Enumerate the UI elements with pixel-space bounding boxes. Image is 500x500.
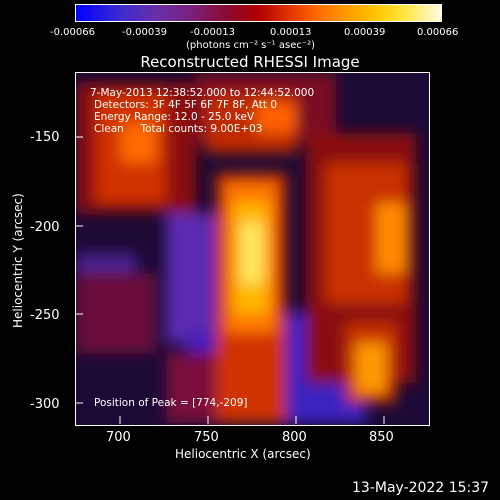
colorbar-tick-4: 0.00013 <box>270 27 312 38</box>
rhessi-image <box>75 72 430 426</box>
footer-timestamp: 13-May-2022 15:37 <box>352 480 490 496</box>
colorbar <box>75 4 442 22</box>
colorbar-tick-2: -0.00039 <box>122 27 167 38</box>
x-tick-850: 850 <box>369 430 394 445</box>
info-peak: Position of Peak = [774,-209] <box>94 397 248 409</box>
colorbar-units: (photons cm⁻² s⁻¹ asec⁻²) <box>186 40 316 51</box>
info-detectors: Detectors: 3F 4F 5F 6F 7F 8F, Att 0 <box>94 99 278 111</box>
colorbar-tick-5: 0.00039 <box>344 27 386 38</box>
y-tick-200: -200 <box>30 220 60 235</box>
y-tick-300: -300 <box>30 397 60 412</box>
info-energy: Energy Range: 12.0 - 25.0 keV <box>94 111 255 123</box>
x-tick-700: 700 <box>106 430 131 445</box>
x-tick-800: 800 <box>282 430 307 445</box>
info-clean: Clean Total counts: 9.00E+03 <box>94 123 263 135</box>
intensity-map <box>76 73 429 425</box>
axis-ticks <box>75 136 385 424</box>
y-tick-250: -250 <box>30 308 60 323</box>
x-axis-label: Heliocentric X (arcsec) <box>175 447 311 461</box>
info-time: 7-May-2013 12:38:52.000 to 12:44:52.000 <box>90 87 315 99</box>
y-axis-label: Heliocentric Y (arcsec) <box>11 193 25 328</box>
plot-title: Reconstructed RHESSI Image <box>140 53 360 71</box>
x-tick-750: 750 <box>194 430 219 445</box>
y-tick-150: -150 <box>30 130 60 145</box>
colorbar-tick-1: -0.00066 <box>50 27 95 38</box>
colorbar-tick-3: -0.00013 <box>190 27 235 38</box>
colorbar-tick-6: 0.00066 <box>417 27 459 38</box>
